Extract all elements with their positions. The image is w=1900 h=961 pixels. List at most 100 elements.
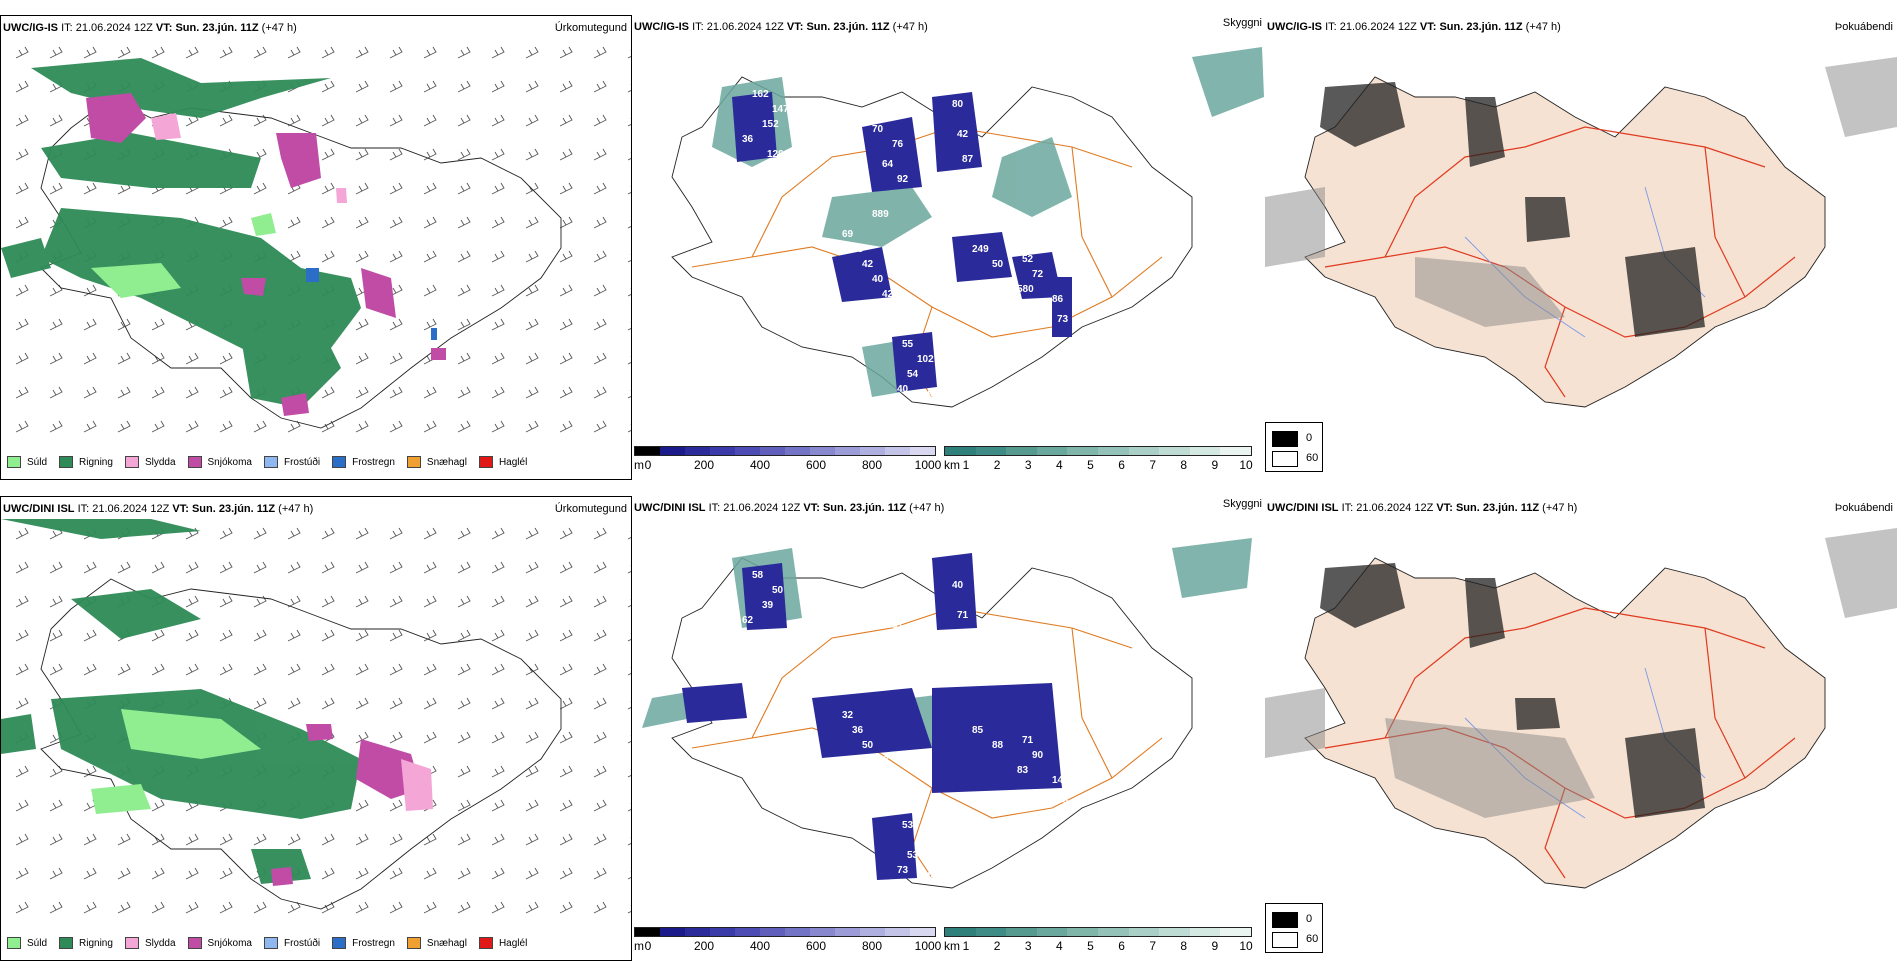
- colorbar-tick-label: 400: [749, 458, 771, 472]
- wind-barb: [321, 80, 335, 93]
- colorbar-segment: [975, 928, 1007, 936]
- panel-header: UWC/DINI ISL IT: 21.06.2024 12Z VT: Sun.…: [1267, 502, 1578, 514]
- height-colorbar: m 0 200 400 600 800 1000: [634, 927, 941, 957]
- wind-barb: [457, 629, 471, 642]
- colorbar-tick-label: 1: [962, 939, 970, 953]
- wind-barb: [593, 901, 607, 914]
- wind-barb: [321, 527, 335, 540]
- legend-item: Frostúði: [263, 937, 320, 949]
- wind-barb: [525, 284, 539, 297]
- wind-barb: [15, 420, 29, 433]
- colorbar-tick-label: 800: [861, 939, 883, 953]
- wind-barb: [117, 833, 131, 846]
- road-network: [1324, 126, 1796, 398]
- precip-legend: Súld Rigning Slydda Snjókoma Frostúði Fr…: [7, 453, 533, 471]
- legend-swatch: [59, 456, 74, 468]
- wind-barb: [457, 833, 471, 846]
- colorbar-tick-label: 600: [805, 458, 827, 472]
- wind-barb: [559, 595, 573, 608]
- wind-barb: [491, 561, 505, 574]
- wind-barb: [151, 420, 165, 433]
- wind-barb: [525, 352, 539, 365]
- visibility-colorbar: km 1 2 3 4 5 6 7 8 9 10: [944, 446, 1253, 476]
- cloud-height-label: 80: [952, 99, 964, 110]
- wind-barb: [559, 697, 573, 710]
- cloud-height-label: 55: [917, 835, 929, 846]
- cloud-height-label: 32: [842, 710, 854, 721]
- visibility-colorbar-bar: [944, 927, 1252, 937]
- wind-barb: [559, 80, 573, 93]
- wind-barb: [117, 386, 131, 399]
- wind-barb: [15, 148, 29, 161]
- wind-barb: [491, 731, 505, 744]
- precip-type-panel-row2: UWC/DINI ISL IT: 21.06.2024 12Z VT: Sun.…: [0, 496, 632, 961]
- visibility-colorbar-unit: km: [944, 458, 960, 472]
- wind-barb: [355, 352, 369, 365]
- wind-barb: [287, 216, 301, 229]
- wind-barb: [355, 799, 369, 812]
- wind-barb: [253, 629, 267, 642]
- colorbar-tick-label: 3: [1024, 939, 1032, 953]
- cloud-height-label: 40: [897, 384, 909, 395]
- wind-barb: [491, 867, 505, 880]
- wind-barb: [559, 527, 573, 540]
- wind-barb: [287, 46, 301, 59]
- wind-barb: [355, 527, 369, 540]
- wind-barb: [185, 663, 199, 676]
- wind-barb: [491, 318, 505, 331]
- wind-barb: [389, 250, 403, 263]
- wind-barb: [15, 318, 29, 331]
- cloud-height-label: 69: [842, 229, 854, 240]
- wind-barb: [355, 80, 369, 93]
- colorbar-tick-label: 7: [1149, 458, 1156, 472]
- wind-barb: [525, 386, 539, 399]
- wind-barb: [593, 250, 607, 263]
- wind-barb: [355, 114, 369, 127]
- cloud-panel-row1: UWC/IG-IS IT: 21.06.2024 12Z VT: Sun. 23…: [632, 15, 1264, 480]
- freezing-rain: [306, 268, 437, 340]
- wind-barb: [219, 114, 233, 127]
- wind-barb: [559, 663, 573, 676]
- colorbar-segment: [660, 928, 685, 936]
- colorbar-segment: [785, 447, 810, 455]
- wind-barb: [593, 46, 607, 59]
- cloud-height-label: 92: [897, 174, 909, 185]
- colorbar-tick-label: 5: [1087, 458, 1094, 472]
- wind-barb: [83, 867, 97, 880]
- wind-barb: [593, 182, 607, 195]
- wind-barb: [491, 765, 505, 778]
- wind-barb: [423, 731, 437, 744]
- sleet-areas: [401, 759, 433, 811]
- wind-barb: [253, 182, 267, 195]
- iceland-outline: [40, 578, 562, 910]
- wind-barb: [525, 595, 539, 608]
- wind-barb: [219, 833, 233, 846]
- wind-barb: [559, 867, 573, 880]
- wind-barb: [287, 833, 301, 846]
- wind-barb: [355, 595, 369, 608]
- wind-barb: [355, 663, 369, 676]
- snow-areas: [86, 93, 446, 416]
- wind-barb: [423, 420, 437, 433]
- panel-title: Skyggni: [1222, 498, 1262, 510]
- wind-barb: [15, 901, 29, 914]
- wind-barb: [287, 250, 301, 263]
- cloud-map: 58 50 39 62 50 79 31 40 71 76 152 35 42 32 36 50 228 61 85…: [642, 538, 1252, 889]
- wind-barb: [15, 595, 29, 608]
- wind-barb: [49, 663, 63, 676]
- wind-barb: [423, 697, 437, 710]
- wind-barb: [593, 80, 607, 93]
- wind-barb: [593, 148, 607, 161]
- legend-item: Haglél: [478, 937, 527, 949]
- drizzle-areas: [91, 213, 276, 298]
- wind-barb: [423, 284, 437, 297]
- wind-barb: [559, 765, 573, 778]
- wind-barb: [491, 799, 505, 812]
- wind-barb: [83, 561, 97, 574]
- wind-barb: [559, 284, 573, 297]
- cloud-height-label: 62: [702, 249, 714, 260]
- wind-barb: [525, 867, 539, 880]
- wind-barb: [491, 216, 505, 229]
- legend-item: Snjókoma: [187, 456, 252, 468]
